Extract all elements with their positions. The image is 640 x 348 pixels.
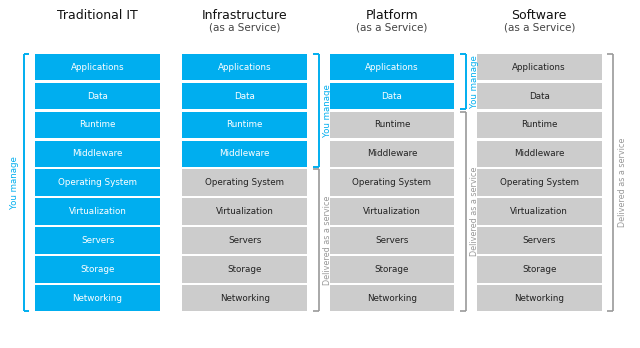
Text: Networking: Networking — [367, 294, 417, 303]
FancyBboxPatch shape — [182, 169, 307, 196]
Text: You manage: You manage — [323, 84, 332, 137]
Text: Storage: Storage — [81, 265, 115, 274]
FancyBboxPatch shape — [35, 54, 160, 80]
Text: Networking: Networking — [514, 294, 564, 303]
Text: Data: Data — [529, 92, 550, 101]
Text: Virtualization: Virtualization — [363, 207, 421, 216]
FancyBboxPatch shape — [477, 54, 602, 80]
Text: Data: Data — [381, 92, 403, 101]
Text: Servers: Servers — [375, 236, 409, 245]
FancyBboxPatch shape — [182, 54, 307, 80]
FancyBboxPatch shape — [35, 256, 160, 283]
Text: Runtime: Runtime — [79, 120, 116, 129]
Text: Networking: Networking — [220, 294, 270, 303]
FancyBboxPatch shape — [35, 285, 160, 311]
FancyBboxPatch shape — [330, 169, 454, 196]
FancyBboxPatch shape — [477, 141, 602, 167]
Text: Data: Data — [234, 92, 255, 101]
FancyBboxPatch shape — [35, 141, 160, 167]
Text: Middleware: Middleware — [367, 149, 417, 158]
FancyBboxPatch shape — [182, 141, 307, 167]
FancyBboxPatch shape — [182, 112, 307, 138]
Text: Applications: Applications — [71, 63, 124, 72]
FancyBboxPatch shape — [182, 83, 307, 109]
FancyBboxPatch shape — [330, 83, 454, 109]
FancyBboxPatch shape — [182, 256, 307, 283]
FancyBboxPatch shape — [330, 54, 454, 80]
Text: You manage: You manage — [10, 156, 19, 209]
FancyBboxPatch shape — [35, 112, 160, 138]
Text: Delivered as a service: Delivered as a service — [618, 138, 627, 227]
FancyBboxPatch shape — [477, 285, 602, 311]
FancyBboxPatch shape — [330, 141, 454, 167]
FancyBboxPatch shape — [35, 198, 160, 225]
Text: Infrastructure: Infrastructure — [202, 9, 287, 22]
Text: Servers: Servers — [522, 236, 556, 245]
FancyBboxPatch shape — [477, 112, 602, 138]
Text: Operating System: Operating System — [205, 178, 284, 187]
Text: Operating System: Operating System — [58, 178, 137, 187]
FancyBboxPatch shape — [182, 227, 307, 254]
Text: Platform: Platform — [365, 9, 419, 22]
FancyBboxPatch shape — [477, 198, 602, 225]
Text: Storage: Storage — [375, 265, 409, 274]
FancyBboxPatch shape — [477, 227, 602, 254]
Text: Virtualization: Virtualization — [216, 207, 274, 216]
Text: Applications: Applications — [513, 63, 566, 72]
FancyBboxPatch shape — [330, 285, 454, 311]
FancyBboxPatch shape — [330, 256, 454, 283]
Text: Servers: Servers — [81, 236, 115, 245]
Text: Applications: Applications — [365, 63, 419, 72]
Text: (as a Service): (as a Service) — [356, 23, 428, 33]
FancyBboxPatch shape — [330, 198, 454, 225]
Text: Delivered as a service: Delivered as a service — [470, 167, 479, 256]
FancyBboxPatch shape — [477, 256, 602, 283]
Text: Networking: Networking — [72, 294, 123, 303]
Text: Runtime: Runtime — [521, 120, 557, 129]
Text: Storage: Storage — [228, 265, 262, 274]
FancyBboxPatch shape — [477, 83, 602, 109]
Text: Middleware: Middleware — [514, 149, 564, 158]
Text: You manage: You manage — [470, 55, 479, 108]
Text: Software: Software — [511, 9, 567, 22]
Text: Virtualization: Virtualization — [68, 207, 127, 216]
FancyBboxPatch shape — [35, 169, 160, 196]
FancyBboxPatch shape — [35, 83, 160, 109]
FancyBboxPatch shape — [477, 169, 602, 196]
Text: (as a Service): (as a Service) — [504, 23, 575, 33]
Text: Data: Data — [87, 92, 108, 101]
FancyBboxPatch shape — [35, 227, 160, 254]
FancyBboxPatch shape — [182, 285, 307, 311]
Text: Runtime: Runtime — [374, 120, 410, 129]
Text: Virtualization: Virtualization — [510, 207, 568, 216]
Text: Runtime: Runtime — [227, 120, 263, 129]
FancyBboxPatch shape — [330, 112, 454, 138]
Text: (as a Service): (as a Service) — [209, 23, 280, 33]
Text: Delivered as a service: Delivered as a service — [323, 196, 332, 285]
Text: Traditional IT: Traditional IT — [57, 9, 138, 22]
Text: Operating System: Operating System — [353, 178, 431, 187]
Text: Applications: Applications — [218, 63, 271, 72]
Text: Middleware: Middleware — [220, 149, 270, 158]
Text: Middleware: Middleware — [72, 149, 123, 158]
FancyBboxPatch shape — [330, 227, 454, 254]
Text: Operating System: Operating System — [500, 178, 579, 187]
Text: Storage: Storage — [522, 265, 556, 274]
FancyBboxPatch shape — [182, 198, 307, 225]
Text: Servers: Servers — [228, 236, 262, 245]
